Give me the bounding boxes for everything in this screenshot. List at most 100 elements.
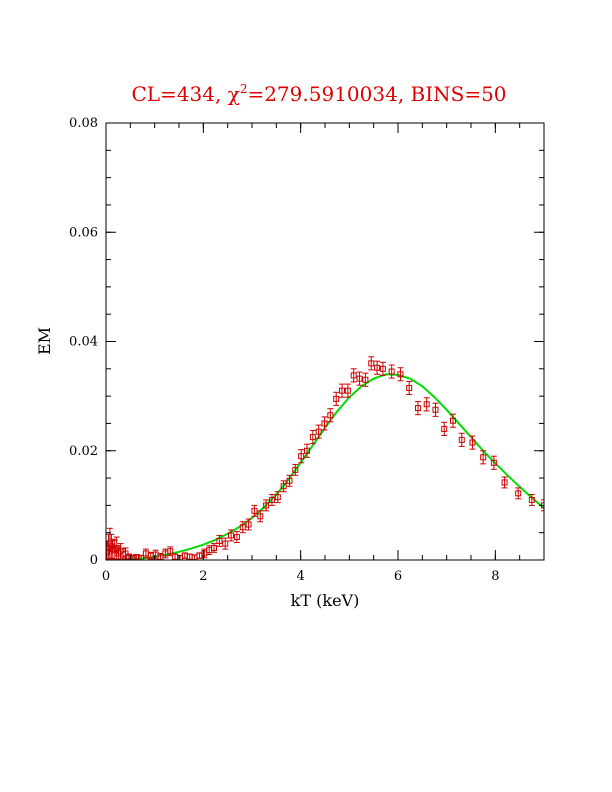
point-marker <box>515 490 522 497</box>
data-point <box>379 361 386 376</box>
data-point <box>414 401 421 416</box>
point-marker <box>245 521 252 528</box>
model-curve <box>106 373 544 560</box>
point-marker <box>216 537 223 544</box>
point-marker <box>109 546 116 553</box>
point-marker <box>315 428 322 435</box>
point-marker <box>350 372 357 379</box>
data-point <box>362 372 369 387</box>
data-point <box>286 474 293 487</box>
data-point <box>469 435 476 450</box>
point-marker <box>286 477 293 484</box>
x-tick-label: 4 <box>297 569 305 584</box>
data-point <box>251 504 258 517</box>
data-point <box>257 510 264 523</box>
data-point <box>327 408 334 423</box>
data-point <box>167 546 174 557</box>
data-point <box>333 391 340 406</box>
data-point <box>315 424 322 439</box>
data-point <box>239 521 246 534</box>
plot-area: 0 2 4 6 8 0 0.02 0.04 0.06 0.08 <box>69 116 545 584</box>
point-marker <box>480 454 487 461</box>
point-marker <box>309 434 316 441</box>
point-marker <box>298 453 305 460</box>
point-marker <box>263 502 270 509</box>
data-point <box>109 538 116 560</box>
point-marker <box>239 524 246 531</box>
point-marker <box>490 459 497 466</box>
point-marker <box>339 387 346 394</box>
point-marker <box>211 544 218 551</box>
point-marker <box>458 436 465 443</box>
point-marker <box>333 395 340 402</box>
data-point <box>216 534 223 547</box>
point-marker <box>469 439 476 446</box>
data-point <box>406 380 413 395</box>
point-marker <box>201 550 208 557</box>
point-marker <box>449 417 456 424</box>
data-point <box>233 531 240 544</box>
chart-title: CL=434, χ2=279.5910034, BINS=50 <box>131 82 506 106</box>
y-tick-label: 0.04 <box>69 335 98 350</box>
title-chi-symbol: χ <box>228 82 240 106</box>
y-tick-label: 0.02 <box>69 444 98 459</box>
data-point <box>263 499 270 512</box>
point-marker <box>222 540 229 547</box>
point-marker <box>251 507 258 514</box>
data-point <box>125 553 132 560</box>
point-marker <box>274 494 281 501</box>
data-point <box>458 432 465 447</box>
point-marker <box>268 496 275 503</box>
x-tick-label: 8 <box>491 569 499 584</box>
x-tick-label: 0 <box>102 569 110 584</box>
data-point <box>480 450 487 465</box>
point-marker <box>528 496 535 503</box>
y-tick-label: 0 <box>90 553 98 568</box>
data-point <box>388 364 395 379</box>
data-point <box>490 455 497 470</box>
data-point <box>432 402 439 417</box>
y-tick-label: 0.06 <box>69 225 98 240</box>
data-point <box>344 383 351 398</box>
y-axis-label: EM <box>35 327 54 355</box>
point-marker <box>125 553 132 560</box>
data-point <box>298 449 305 464</box>
point-marker <box>257 513 264 520</box>
point-marker <box>167 548 174 555</box>
data-point <box>449 413 456 428</box>
point-marker <box>432 406 439 413</box>
point-marker <box>292 466 299 473</box>
title-suffix: =279.5910034, BINS=50 <box>247 82 506 106</box>
point-marker <box>344 387 351 394</box>
x-axis-label: kT (keV) <box>291 591 360 610</box>
point-marker <box>374 364 381 371</box>
data-point <box>350 368 357 383</box>
title-chi-superscript: 2 <box>240 82 248 96</box>
data-point <box>441 421 448 436</box>
plot-frame <box>105 122 545 561</box>
data-point <box>528 493 535 506</box>
x-tick-label: 2 <box>199 569 207 584</box>
point-marker <box>233 534 240 541</box>
point-marker <box>397 371 404 378</box>
point-marker <box>368 360 375 367</box>
data-point <box>303 443 310 458</box>
data-point <box>222 537 229 550</box>
data-point <box>339 383 346 398</box>
data-point <box>321 416 328 431</box>
point-marker <box>356 375 363 382</box>
point-marker <box>423 401 430 408</box>
point-marker <box>321 420 328 427</box>
data-point <box>280 480 287 493</box>
data-point <box>423 397 430 412</box>
data-point <box>292 463 299 476</box>
data-point <box>356 371 363 386</box>
data-point <box>228 529 235 542</box>
data-point <box>268 493 275 506</box>
data-point <box>201 548 208 559</box>
data-layer <box>106 356 544 560</box>
point-marker <box>362 376 369 383</box>
data-point <box>374 360 381 375</box>
title-prefix: CL=434, <box>131 82 227 106</box>
